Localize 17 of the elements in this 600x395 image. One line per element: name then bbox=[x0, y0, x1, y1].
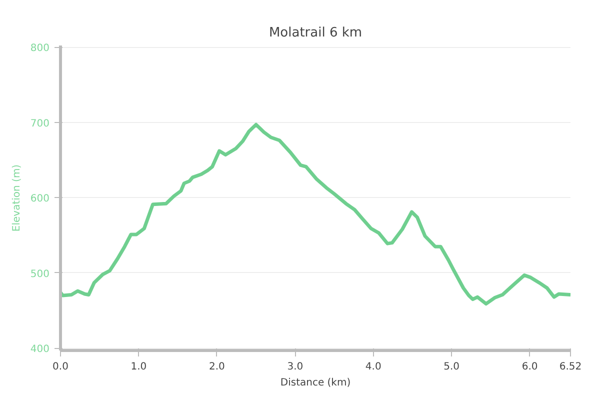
y-axis-title: Elevation (m) bbox=[11, 164, 22, 232]
x-tick-label: 4.0 bbox=[365, 362, 382, 372]
x-tick-label: 6.0 bbox=[522, 362, 538, 372]
x-tick-label: 0.0 bbox=[52, 362, 68, 372]
y-tick-label: 400 bbox=[30, 344, 50, 356]
chart-title: Molatrail 6 km bbox=[268, 26, 362, 40]
y-tick-label: 700 bbox=[30, 118, 50, 130]
y-tick-label: 800 bbox=[30, 43, 50, 54]
x-tick-label: 1.0 bbox=[130, 362, 147, 372]
y-tick-label: 500 bbox=[30, 268, 50, 280]
x-tick-label: 3.0 bbox=[287, 362, 304, 372]
x-tick-label: 5.0 bbox=[444, 362, 460, 372]
x-tick-label: 2.0 bbox=[208, 362, 225, 372]
x-axis-title: Distance (km) bbox=[280, 378, 351, 388]
line-series bbox=[60, 122, 570, 306]
y-tick-label: 600 bbox=[30, 194, 50, 205]
x-tick-label: 6.52 bbox=[559, 362, 582, 372]
